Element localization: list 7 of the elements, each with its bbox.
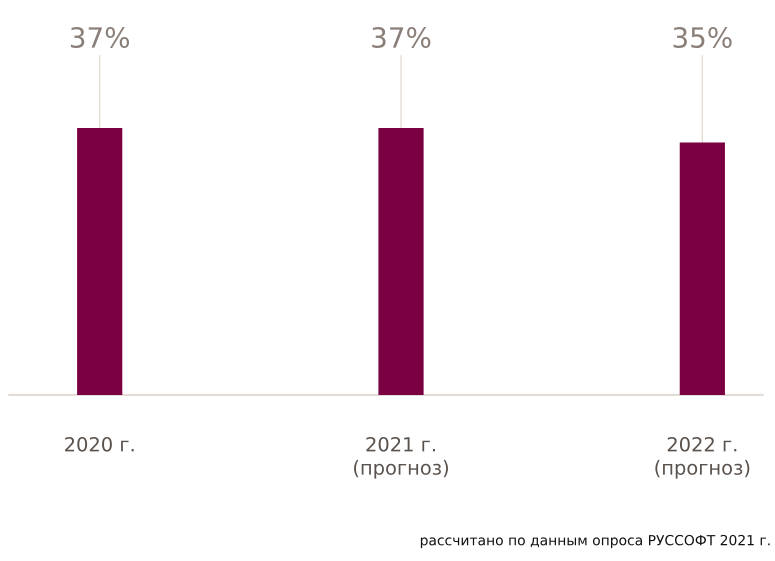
data-label: 35% <box>674 26 732 48</box>
text: рассчитано по данным опроса РУССОФТ 2021 г. <box>420 534 770 548</box>
x-tick-label: 2021 г. (прогноз) <box>354 436 448 479</box>
x-tick-label: 2020 г. <box>65 436 134 452</box>
data-label: 37% <box>70 26 130 48</box>
x-tick-label: 2022 г. (прогноз) <box>655 436 750 479</box>
data-label: 37% <box>372 26 430 48</box>
